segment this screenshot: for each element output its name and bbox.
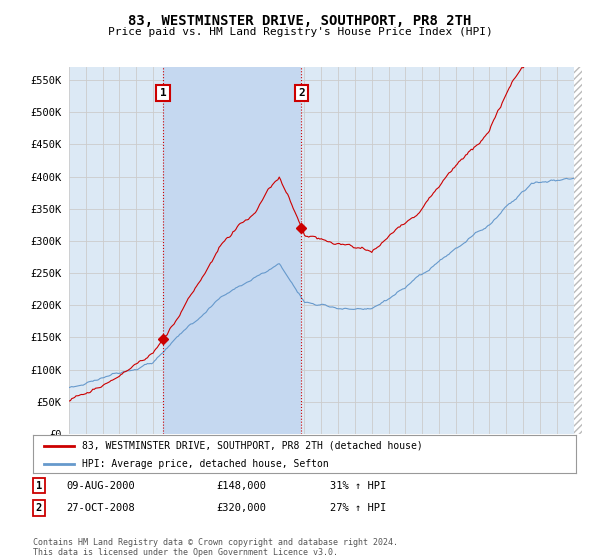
Text: £148,000: £148,000 — [216, 480, 266, 491]
Text: Price paid vs. HM Land Registry's House Price Index (HPI): Price paid vs. HM Land Registry's House … — [107, 27, 493, 37]
Text: 31% ↑ HPI: 31% ↑ HPI — [330, 480, 386, 491]
Text: HPI: Average price, detached house, Sefton: HPI: Average price, detached house, Seft… — [82, 459, 329, 469]
Text: 1: 1 — [160, 88, 167, 98]
Text: 83, WESTMINSTER DRIVE, SOUTHPORT, PR8 2TH: 83, WESTMINSTER DRIVE, SOUTHPORT, PR8 2T… — [128, 14, 472, 28]
Text: £320,000: £320,000 — [216, 503, 266, 513]
Text: 2: 2 — [36, 503, 42, 513]
Bar — [163, 67, 301, 434]
Text: 27% ↑ HPI: 27% ↑ HPI — [330, 503, 386, 513]
Bar — [574, 67, 582, 434]
Text: 1: 1 — [36, 480, 42, 491]
Text: 2: 2 — [298, 88, 305, 98]
Text: 09-AUG-2000: 09-AUG-2000 — [66, 480, 135, 491]
Text: 83, WESTMINSTER DRIVE, SOUTHPORT, PR8 2TH (detached house): 83, WESTMINSTER DRIVE, SOUTHPORT, PR8 2T… — [82, 441, 422, 451]
Text: Contains HM Land Registry data © Crown copyright and database right 2024.
This d: Contains HM Land Registry data © Crown c… — [33, 538, 398, 557]
Text: 27-OCT-2008: 27-OCT-2008 — [66, 503, 135, 513]
